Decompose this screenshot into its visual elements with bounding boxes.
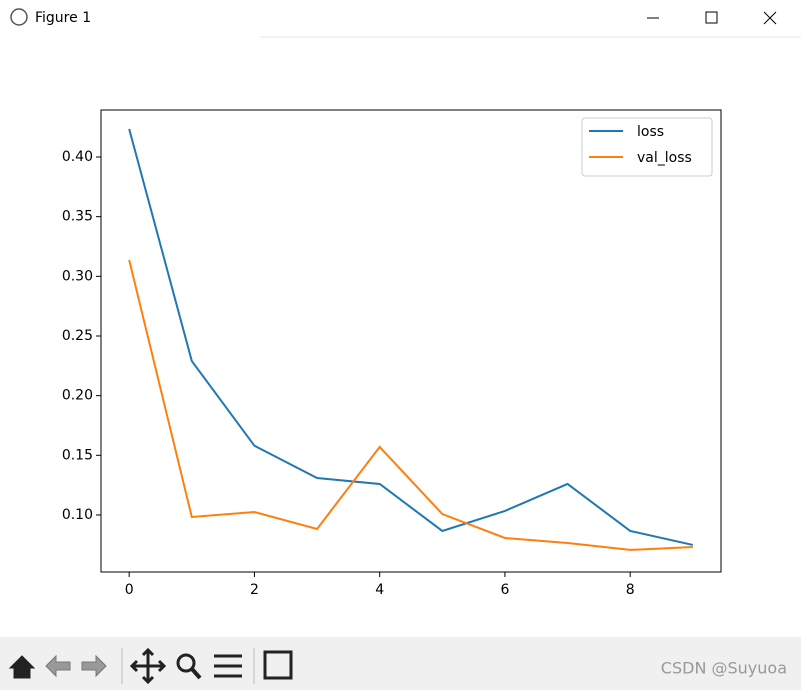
app-icon	[10, 8, 28, 26]
y-tick-label: 0.40	[62, 149, 93, 165]
watermark: CSDN @Suyuoa	[661, 659, 787, 678]
zoom-handle	[190, 667, 202, 680]
x-tick-label: 8	[626, 582, 635, 598]
configure-button[interactable]	[214, 654, 242, 678]
pan-button[interactable]	[129, 647, 167, 685]
y-tick-label: 0.10	[62, 507, 93, 523]
series-line	[128, 259, 693, 551]
legend-label: val_loss	[637, 150, 692, 166]
y-tick-label: 0.20	[62, 388, 93, 404]
x-tick-label: 0	[125, 582, 134, 598]
window-title: Figure 1	[35, 10, 91, 26]
y-tick-label: 0.30	[62, 268, 93, 284]
y-tick-label: 0.35	[62, 209, 93, 225]
forward-button[interactable]	[81, 654, 107, 678]
save-button[interactable]	[263, 650, 293, 680]
toolbar-buttons	[8, 647, 293, 685]
zoom-button[interactable]	[176, 653, 196, 673]
y-tick-label: 0.25	[62, 328, 93, 344]
plot-area	[100, 109, 722, 573]
title-bar	[0, 0, 801, 37]
x-tick-label: 4	[375, 582, 384, 598]
x-tick-label: 6	[500, 582, 509, 598]
series-line	[128, 128, 694, 546]
back-button[interactable]	[45, 654, 71, 678]
legend-box	[581, 117, 713, 177]
close-button[interactable]	[763, 11, 777, 25]
maximize-button[interactable]	[705, 11, 718, 24]
home-button[interactable]	[8, 655, 36, 679]
y-tick-label: 0.15	[62, 447, 93, 463]
x-tick-label: 2	[250, 582, 259, 598]
legend-label: loss	[637, 124, 664, 140]
